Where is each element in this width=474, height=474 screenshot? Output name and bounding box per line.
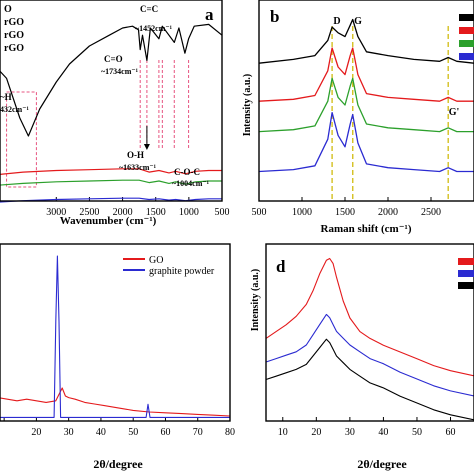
peak-label-d: D xyxy=(333,16,340,27)
annotation-oh-stretch: ~H xyxy=(0,92,12,102)
panel-a-ftir: 00030002500200015001000500 O rGO rGO rGO… xyxy=(0,0,230,227)
annotation-o-h: O-H xyxy=(127,150,144,160)
x-tick-label: 80 xyxy=(225,427,235,438)
series-line-3 xyxy=(0,179,222,186)
x-tick-label: 50 xyxy=(128,427,138,438)
annotation-c-o: C=O xyxy=(104,54,123,64)
x-tick-label: 20 xyxy=(311,427,321,438)
x-tick-label: 30 xyxy=(345,427,355,438)
x-tick-label: 10 xyxy=(278,427,288,438)
legend-swatch xyxy=(458,258,474,265)
panel-c-frame xyxy=(0,243,231,422)
legend-entry: O xyxy=(4,4,12,15)
annotation-c-o-c: C-O-C xyxy=(174,167,200,177)
x-tick-label: 500 xyxy=(252,207,267,218)
panel-d-xrd: 10 20 30 40 50 60 d Intensity (a.u.) 2θ/degre… xyxy=(250,243,474,471)
panel-label: d xyxy=(276,257,286,276)
x-tick-label: 2000 xyxy=(113,207,133,218)
oh-stretch-region-box xyxy=(6,91,37,188)
series-line-3 xyxy=(258,77,474,133)
x-tick-label: 70 xyxy=(193,427,203,438)
legend-entry: rGO xyxy=(4,17,24,28)
x-tick-label: 1500 xyxy=(335,207,355,218)
panel-label: a xyxy=(205,5,214,24)
series-line-4 xyxy=(0,197,222,203)
x-tick-label: 20 xyxy=(31,427,41,438)
series-line-2 xyxy=(258,47,474,102)
legend-swatch xyxy=(459,40,474,47)
legend-label-go: GO xyxy=(149,255,163,266)
x-tick-label: 1000 xyxy=(292,207,312,218)
annotation-o-h-wavenumber: ~1633cm⁻¹ xyxy=(119,163,157,172)
legend-swatch xyxy=(458,282,474,289)
panel-label: b xyxy=(270,7,279,26)
annotation-c-o-c-wavenumber: ~1004cm⁻¹ xyxy=(172,179,210,188)
x-tick-label: 2000 xyxy=(378,207,398,218)
x-tick-label: 40 xyxy=(96,427,106,438)
x-tick-label: 50 xyxy=(412,427,422,438)
peak-label-g-prime: G' xyxy=(449,107,460,118)
x-tick-label: 500 xyxy=(215,207,230,218)
legend-entry: rGO xyxy=(4,43,24,54)
series-line-1 xyxy=(0,23,223,137)
legend-swatch xyxy=(459,27,474,34)
x-tick-label: 1500 xyxy=(146,207,166,218)
panel-c-xrd: 20 30 40 50 60 70 80 GO graphite powder 2θ/deg… xyxy=(0,243,235,471)
peak-label-g: G xyxy=(354,16,362,27)
series-line-1 xyxy=(265,257,474,377)
x-tick-label: 60 xyxy=(160,427,170,438)
x-tick-label: 1000 xyxy=(179,207,199,218)
annotation-oh-stretch-wavenumber: 432cm⁻¹ xyxy=(0,105,29,114)
panel-d-frame xyxy=(265,243,474,422)
legend-swatch xyxy=(458,270,474,277)
panel-b-raman: 500 1000 1500 2000 2500 b D G G' Intensity (… xyxy=(242,0,474,235)
x-tick-label: 60 xyxy=(446,427,456,438)
series-line-2 xyxy=(0,255,230,418)
x-tick-label: 40 xyxy=(378,427,388,438)
series-line-1 xyxy=(258,18,474,64)
series-line-2 xyxy=(265,313,474,397)
arrowhead-o-h xyxy=(143,144,150,150)
x-tick-label: 2500 xyxy=(79,207,99,218)
legend-swatch xyxy=(459,53,474,60)
x-axis-label: 2θ/degree xyxy=(357,457,407,471)
y-axis-label: Intensity (a.u.) xyxy=(242,74,253,137)
x-tick-label: 3000 xyxy=(46,207,66,218)
annotation-c-c: C=C xyxy=(140,4,158,14)
legend-entry: rGO xyxy=(4,30,24,41)
y-axis-label: Intensity (a.u.) xyxy=(250,269,261,332)
series-line-1 xyxy=(0,387,231,417)
x-tick-label: 30 xyxy=(64,427,74,438)
x-axis-label: Wavenumber (cm⁻¹) xyxy=(60,215,157,227)
x-tick-label: 2500 xyxy=(421,207,441,218)
series-line-2 xyxy=(0,168,222,176)
panel-a-frame xyxy=(0,0,223,202)
annotation-c-o-wavenumber: ~1734cm⁻¹ xyxy=(101,67,139,76)
legend-swatch xyxy=(459,14,474,21)
series-line-4 xyxy=(258,111,474,173)
legend-label-graphite: graphite powder xyxy=(149,266,215,277)
x-axis-label: 2θ/degree xyxy=(93,457,143,471)
x-axis-label: Raman shift (cm⁻¹) xyxy=(321,223,412,235)
series-line-3 xyxy=(265,338,474,421)
annotation-c-c-wavenumber: ~1452cm⁻¹ xyxy=(135,24,173,33)
panel-b-frame xyxy=(258,0,474,202)
